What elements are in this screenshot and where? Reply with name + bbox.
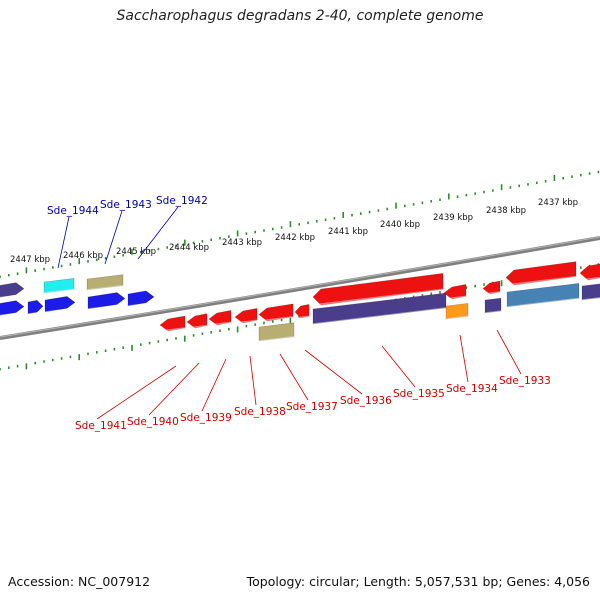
gene-arrow-shade xyxy=(208,321,232,326)
gene-label[interactable]: Sde_1944 xyxy=(47,205,99,217)
scale-label: 2437 kbp xyxy=(538,198,578,208)
gene-features xyxy=(0,261,600,342)
gene-arrow-shade xyxy=(579,276,600,281)
gene-arrow[interactable] xyxy=(581,283,600,301)
leader-line xyxy=(249,355,257,406)
gene-arrow-shade xyxy=(294,315,310,319)
gene-arrow-shade xyxy=(443,295,467,300)
scale-label: 2441 kbp xyxy=(328,227,368,237)
gene-arrow[interactable] xyxy=(505,261,577,286)
gene-label[interactable]: Sde_1941 xyxy=(75,420,127,432)
scale-label: 2439 kbp xyxy=(433,213,473,223)
scale-label: 2445 kbp xyxy=(116,247,156,257)
gene-arrow[interactable] xyxy=(44,296,76,313)
gene-arrow[interactable] xyxy=(0,282,25,298)
gene-label[interactable]: Sde_1938 xyxy=(234,406,286,418)
gene-arrow[interactable] xyxy=(482,280,501,295)
genome-summary-text: Topology: circular; Length: 5,057,531 bp… xyxy=(246,574,590,589)
gene-arrow[interactable] xyxy=(234,307,258,324)
gene-label[interactable]: Sde_1935 xyxy=(393,388,445,400)
gene-label[interactable]: Sde_1937 xyxy=(286,401,338,413)
gene-arrow-shade xyxy=(506,297,580,308)
leader-line xyxy=(381,345,416,388)
gene-arrow[interactable] xyxy=(258,303,294,322)
gene-label[interactable]: Sde_1940 xyxy=(127,416,179,428)
scale-labels: 2447 kbp 2446 kbp 2445 kbp 2444 kbp 2443 kbp… xyxy=(10,198,578,265)
gene-arrow-shade xyxy=(258,336,295,342)
gene-arrow-shade xyxy=(445,315,469,320)
gene-arrow[interactable] xyxy=(506,283,580,308)
gene-arrow[interactable] xyxy=(579,263,600,281)
gene-arrow[interactable] xyxy=(294,303,310,319)
leader-line xyxy=(137,206,179,260)
leader-line xyxy=(96,365,177,420)
leader-line xyxy=(201,358,227,412)
genome-backbone xyxy=(0,236,600,340)
gene-arrow[interactable] xyxy=(86,274,124,291)
gene-arrow[interactable] xyxy=(159,315,186,332)
gene-arrow[interactable] xyxy=(87,292,126,310)
gene-arrow-shade xyxy=(186,324,208,329)
gene-arrow-shade xyxy=(581,297,600,301)
leader-line xyxy=(496,329,522,375)
gene-arrow-shade xyxy=(127,302,155,307)
leader-line xyxy=(148,362,200,416)
label-leader-lines xyxy=(57,206,522,420)
gene-arrow[interactable] xyxy=(258,322,295,342)
accession-text: Accession: NC_007912 xyxy=(8,574,151,589)
gene-labels: Sde_1944 Sde_1943 Sde_1942 Sde_1941 Sde_1940… xyxy=(47,195,551,432)
gene-label[interactable]: Sde_1942 xyxy=(156,195,208,207)
gene-arrow-shade xyxy=(0,293,25,299)
leader-line xyxy=(459,334,469,383)
gene-arrow[interactable] xyxy=(208,309,232,326)
gene-arrow-shade xyxy=(484,310,502,314)
gene-arrow[interactable] xyxy=(0,300,25,316)
scale-label: 2442 kbp xyxy=(275,233,315,243)
scale-label: 2446 kbp xyxy=(63,251,103,261)
scale-label: 2444 kbp xyxy=(169,243,209,253)
gene-arrow-shade xyxy=(482,291,501,295)
gene-arrow[interactable] xyxy=(186,313,208,329)
gene-arrow-shade xyxy=(159,327,186,332)
gene-arrow-shade xyxy=(27,311,44,315)
gene-arrow-shade xyxy=(312,288,444,306)
gene-arrow[interactable] xyxy=(443,283,467,300)
gene-arrow-shade xyxy=(505,275,577,286)
gene-arrow-shade xyxy=(312,307,447,325)
scale-label: 2440 kbp xyxy=(380,220,420,230)
gene-label[interactable]: Sde_1933 xyxy=(499,375,551,387)
gene-arrow[interactable] xyxy=(312,273,444,306)
gene-arrow[interactable] xyxy=(43,278,75,294)
scale-label: 2438 kbp xyxy=(486,206,526,216)
leader-line xyxy=(104,210,123,265)
gene-label[interactable]: Sde_1934 xyxy=(446,383,498,395)
gene-arrow[interactable] xyxy=(127,290,155,307)
gene-label[interactable]: Sde_1939 xyxy=(180,412,232,424)
gene-arrow[interactable] xyxy=(27,299,44,315)
scale-label: 2447 kbp xyxy=(10,255,50,265)
scale-label: 2443 kbp xyxy=(222,238,262,248)
leader-line xyxy=(57,216,70,269)
gene-arrow-shade xyxy=(0,311,25,317)
gene-arrow-shade xyxy=(87,303,126,310)
gene-arrow[interactable] xyxy=(484,297,502,314)
gene-arrow-shade xyxy=(43,288,75,294)
scale-ticks-top xyxy=(0,170,600,278)
gene-arrow-shade xyxy=(234,319,258,324)
genome-title: Saccharophagus degradans 2-40, complete … xyxy=(116,8,484,24)
gene-arrow-shade xyxy=(44,307,76,313)
leader-line xyxy=(279,353,309,401)
leader-line xyxy=(304,349,363,395)
gene-label[interactable]: Sde_1936 xyxy=(340,395,392,407)
genome-backbone-highlight xyxy=(0,236,600,338)
gene-arrow-shade xyxy=(86,284,124,291)
gene-arrow[interactable] xyxy=(445,303,469,320)
gene-label[interactable]: Sde_1943 xyxy=(100,199,152,211)
gene-arrow-shade xyxy=(258,316,294,322)
